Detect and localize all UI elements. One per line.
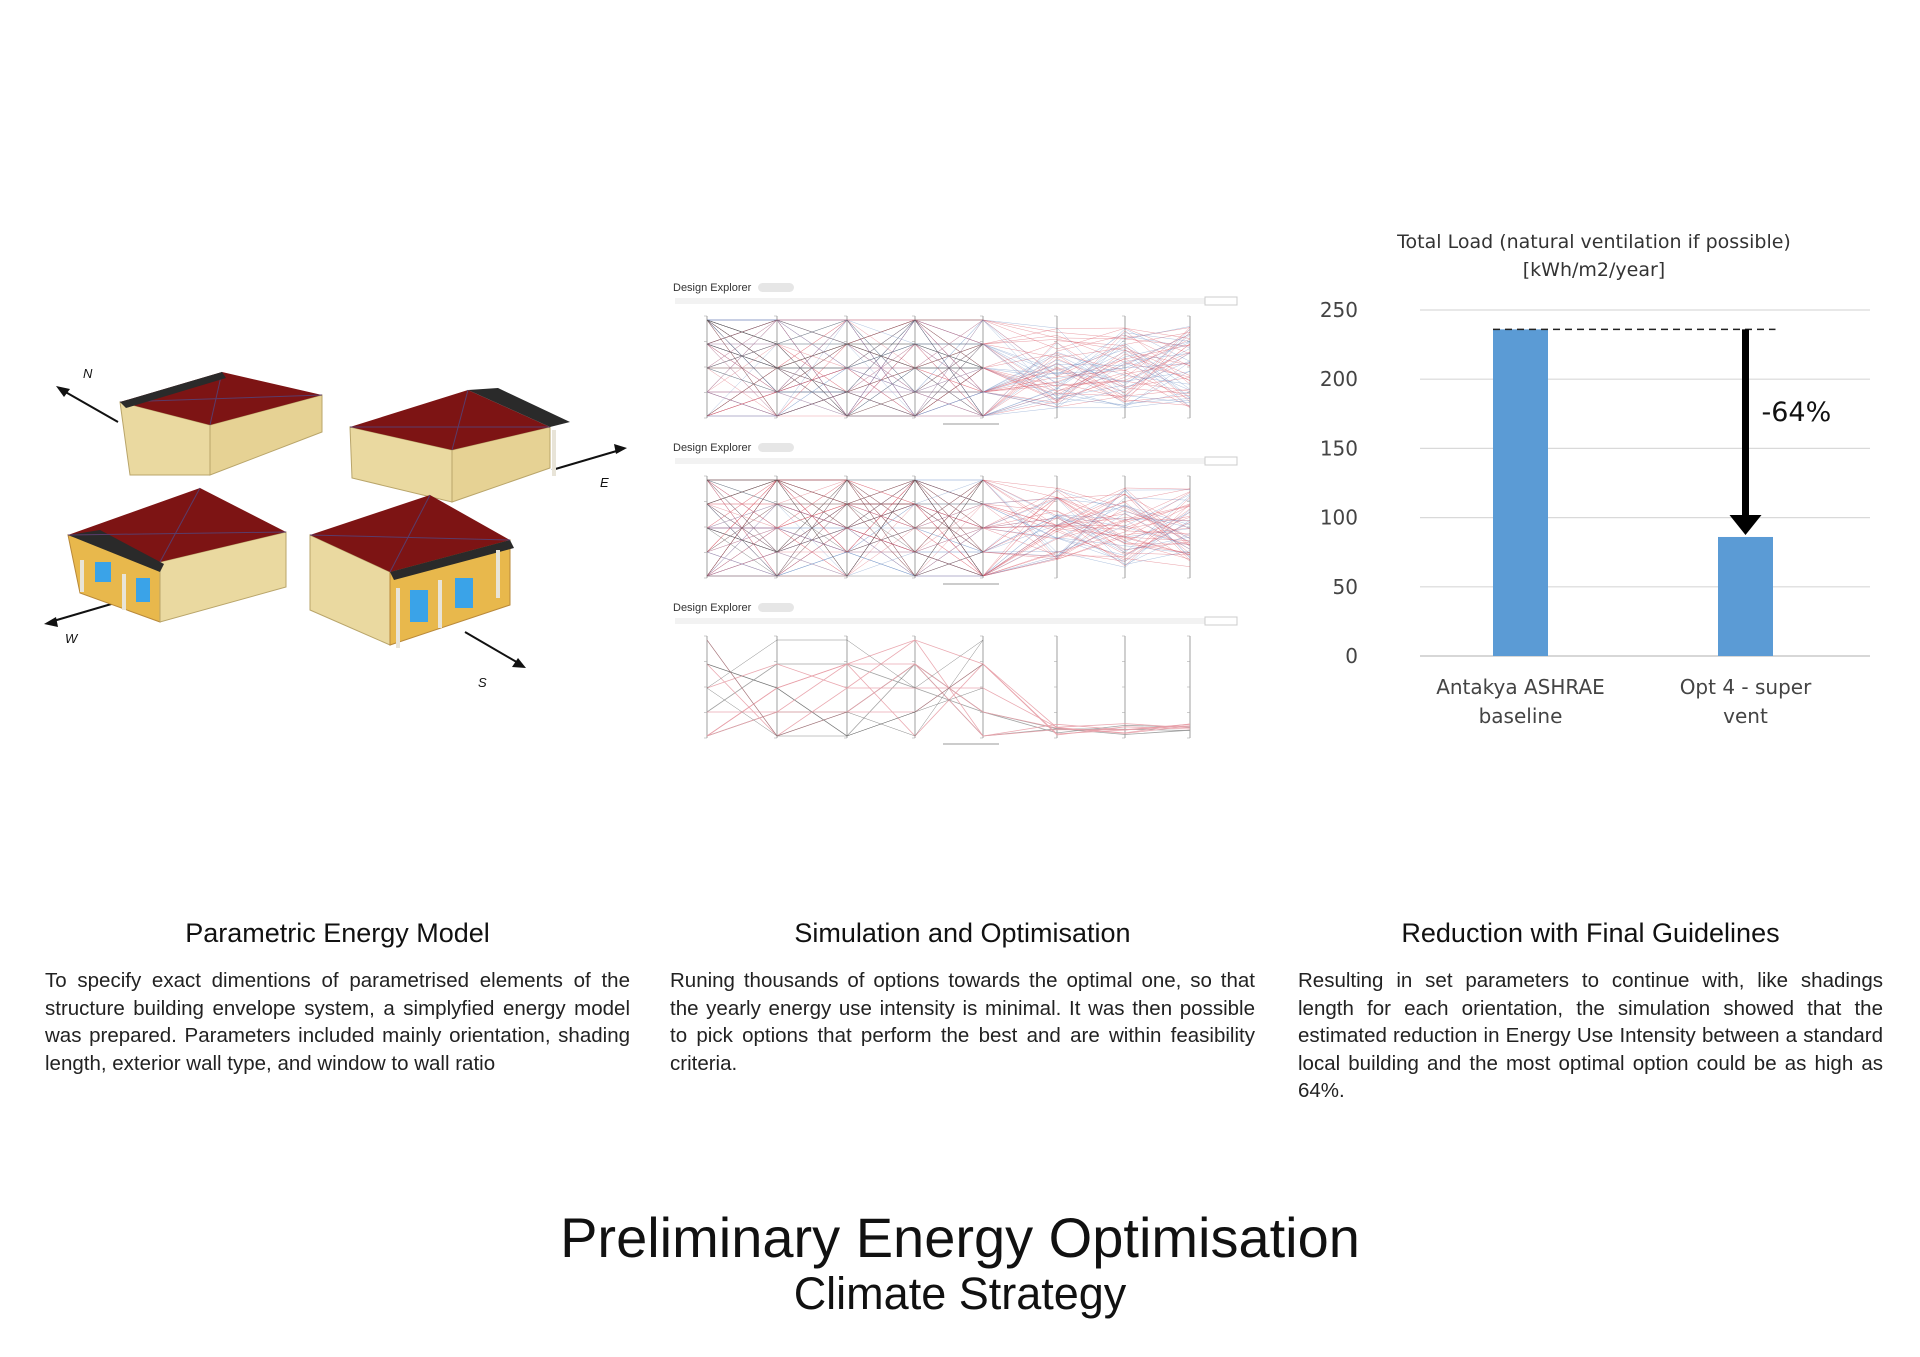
south-arrow [464, 631, 526, 668]
pc-line [706, 319, 984, 417]
design-explorer-title: Design Explorer [673, 442, 752, 454]
pc-line [706, 479, 984, 553]
pc-line [706, 639, 1191, 737]
pc-line [706, 489, 1191, 577]
section-title: Simulation and Optimisation [794, 918, 1131, 948]
y-axis: 0 50 100 150 200 250 [1320, 298, 1358, 668]
pc-line [706, 639, 1191, 737]
x-tick-label: Opt 4 - super [1680, 675, 1812, 699]
pc-line [706, 503, 1191, 545]
section-reduction: Reduction with Final Guidelines Resultin… [1298, 918, 1883, 1105]
toolbar-button [758, 283, 794, 292]
pc-line [706, 479, 984, 577]
toolbar-select [1204, 296, 1238, 306]
section-body: Runing thousands of options towards the … [670, 969, 1255, 1075]
north-label: N [83, 366, 93, 381]
y-tick-label: 0 [1345, 644, 1358, 668]
pc-line [706, 479, 984, 553]
design-explorer-panel-1: Design Explorer [665, 278, 1245, 428]
reduction-annotation: -64% [1493, 328, 1832, 535]
parallel-coordinates-plot [675, 296, 1238, 425]
x-tick-label: vent [1723, 704, 1768, 728]
y-tick-label: 150 [1320, 436, 1358, 460]
pc-line [706, 503, 984, 577]
x-tick-label: baseline [1479, 704, 1563, 728]
section-body: Resulting in set parameters to continue … [1298, 969, 1883, 1102]
house-east [349, 388, 570, 503]
page-subtitle: Climate Strategy [793, 1268, 1127, 1319]
design-explorer-panel-2: Design Explorer [665, 438, 1245, 588]
toolbar-select [1204, 456, 1238, 466]
pc-line [706, 319, 983, 345]
parallel-coordinates-plot [675, 456, 1238, 585]
chart-title: Total Load (natural ventilation if possi… [1396, 231, 1791, 253]
east-label: E [600, 475, 609, 490]
toolbar-strip [675, 618, 1235, 624]
west-label: W [65, 631, 79, 646]
south-label: S [478, 675, 487, 690]
pc-line [706, 328, 1191, 417]
parametric-model-illustration: N E W S [40, 350, 640, 710]
house-west [67, 487, 287, 623]
house-north [119, 371, 323, 476]
pc-line [706, 479, 984, 553]
pc-line [706, 319, 984, 393]
pc-line [706, 319, 984, 369]
pc-line [707, 487, 1191, 577]
pc-line [706, 663, 1191, 734]
section-title: Reduction with Final Guidelines [1401, 918, 1780, 948]
houses-diagram: N E W S [44, 366, 627, 690]
page-title: Preliminary Energy Optimisation [560, 1206, 1360, 1269]
reduction-arrow-head [1729, 514, 1762, 535]
pc-line [706, 343, 984, 417]
reduction-label: -64% [1762, 397, 1832, 428]
pc-line [706, 327, 1191, 417]
total-load-chart: Total Load (natural ventilation if possi… [1300, 222, 1900, 742]
y-tick-label: 100 [1320, 506, 1358, 530]
bar-chart: Total Load (natural ventilation if possi… [1320, 231, 1870, 728]
pc-line [707, 341, 1191, 417]
y-tick-label: 50 [1333, 575, 1358, 599]
x-axis: Antakya ASHRAE baseline Opt 4 - super vent [1436, 675, 1812, 728]
pc-line [707, 319, 983, 393]
section-title: Parametric Energy Model [185, 918, 490, 948]
toolbar-select [1204, 616, 1238, 626]
bar [1493, 329, 1548, 656]
pc-line [706, 639, 984, 689]
y-tick-label: 200 [1320, 367, 1358, 391]
bars [1493, 329, 1773, 656]
design-explorer-panel-3: Design Explorer [665, 598, 1245, 748]
section-simulation: Simulation and Optimisation Runing thous… [670, 918, 1255, 1077]
toolbar-strip [675, 458, 1235, 464]
north-arrow [56, 386, 119, 423]
x-tick-label: Antakya ASHRAE [1436, 675, 1605, 699]
parallel-coordinates-plot [675, 616, 1238, 745]
pc-line [706, 319, 1191, 408]
pc-line [706, 663, 984, 737]
toolbar-strip [675, 298, 1235, 304]
chart-subtitle: [kWh/m2/year] [1523, 259, 1665, 281]
pc-line [707, 479, 984, 577]
design-explorer-screenshots: Design Explorer Design Explorer Design E… [665, 278, 1245, 748]
section-body: To specify exact dimentions of parametri… [45, 969, 630, 1075]
toolbar-button [758, 603, 794, 612]
toolbar-button [758, 443, 794, 452]
pc-line [706, 479, 984, 553]
east-arrow [551, 444, 627, 471]
y-tick-label: 250 [1320, 298, 1358, 322]
pc-line [706, 319, 984, 417]
design-explorer-title: Design Explorer [673, 602, 752, 614]
section-parametric-model: Parametric Energy Model To specify exact… [45, 918, 630, 1077]
bar [1718, 536, 1773, 656]
design-explorer-title: Design Explorer [673, 282, 752, 294]
pc-line [707, 479, 984, 553]
chart-gridlines [1420, 309, 1870, 657]
pc-line [706, 639, 984, 737]
house-south [309, 494, 514, 648]
pc-line [706, 343, 984, 417]
